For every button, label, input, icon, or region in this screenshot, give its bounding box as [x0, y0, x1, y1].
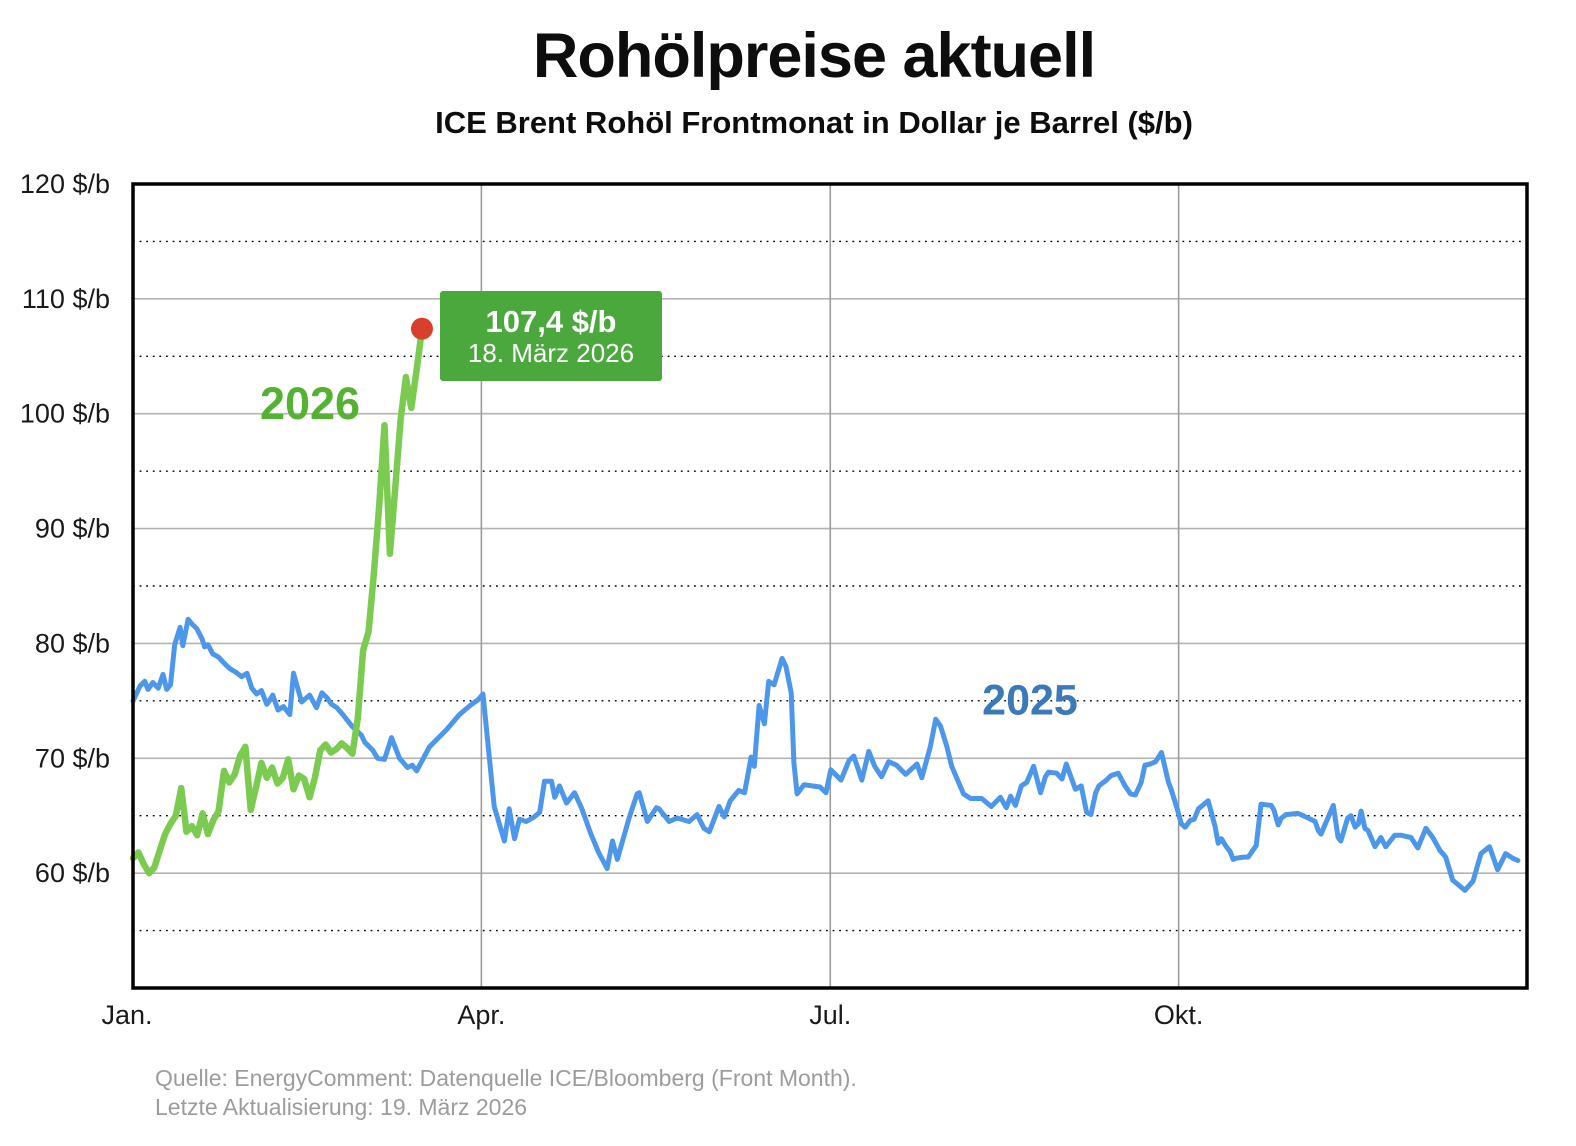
x-axis-tick-label: Jul. — [809, 1000, 851, 1030]
x-axis-tick-label: Jan. — [101, 1000, 152, 1030]
y-axis-tick-label: 100 $/b — [20, 399, 110, 429]
latest-price-callout: 107,4 $/b 18. März 2026 — [440, 291, 662, 381]
series-line-2025 — [130, 616, 1521, 893]
x-axis-tick-label: Okt. — [1154, 1000, 1204, 1030]
series-label-2025: 2025 — [982, 676, 1078, 725]
title-block: Rohölpreise aktuell ICE Brent Rohöl Fron… — [64, 21, 1564, 141]
x-axis-tick-label: Apr. — [457, 1000, 505, 1030]
series-label-2026: 2026 — [259, 378, 361, 429]
page-subtitle: ICE Brent Rohöl Frontmonat in Dollar je … — [435, 105, 1193, 141]
y-axis-tick-label: 80 $/b — [35, 628, 110, 658]
latest-price-value: 107,4 $/b — [485, 304, 617, 339]
series-line-2026 — [129, 325, 426, 877]
y-axis-tick-label: 120 $/b — [20, 169, 110, 199]
page-title: Rohölpreise aktuell — [532, 21, 1096, 91]
y-axis-tick-label: 90 $/b — [35, 514, 110, 544]
y-axis-tick-label: 70 $/b — [35, 743, 110, 773]
last-update-line: Letzte Aktualisierung: 19. März 2026 — [155, 1094, 528, 1120]
plot-frame — [131, 182, 1529, 990]
y-axis-tick-label: 110 $/b — [22, 284, 110, 314]
latest-price-date: 18. März 2026 — [467, 338, 635, 368]
latest-price-marker — [410, 317, 433, 340]
y-axis-tick-label: 60 $/b — [35, 858, 110, 888]
source-line: Quelle: EnergyComment: Datenquelle ICE/B… — [155, 1065, 857, 1091]
